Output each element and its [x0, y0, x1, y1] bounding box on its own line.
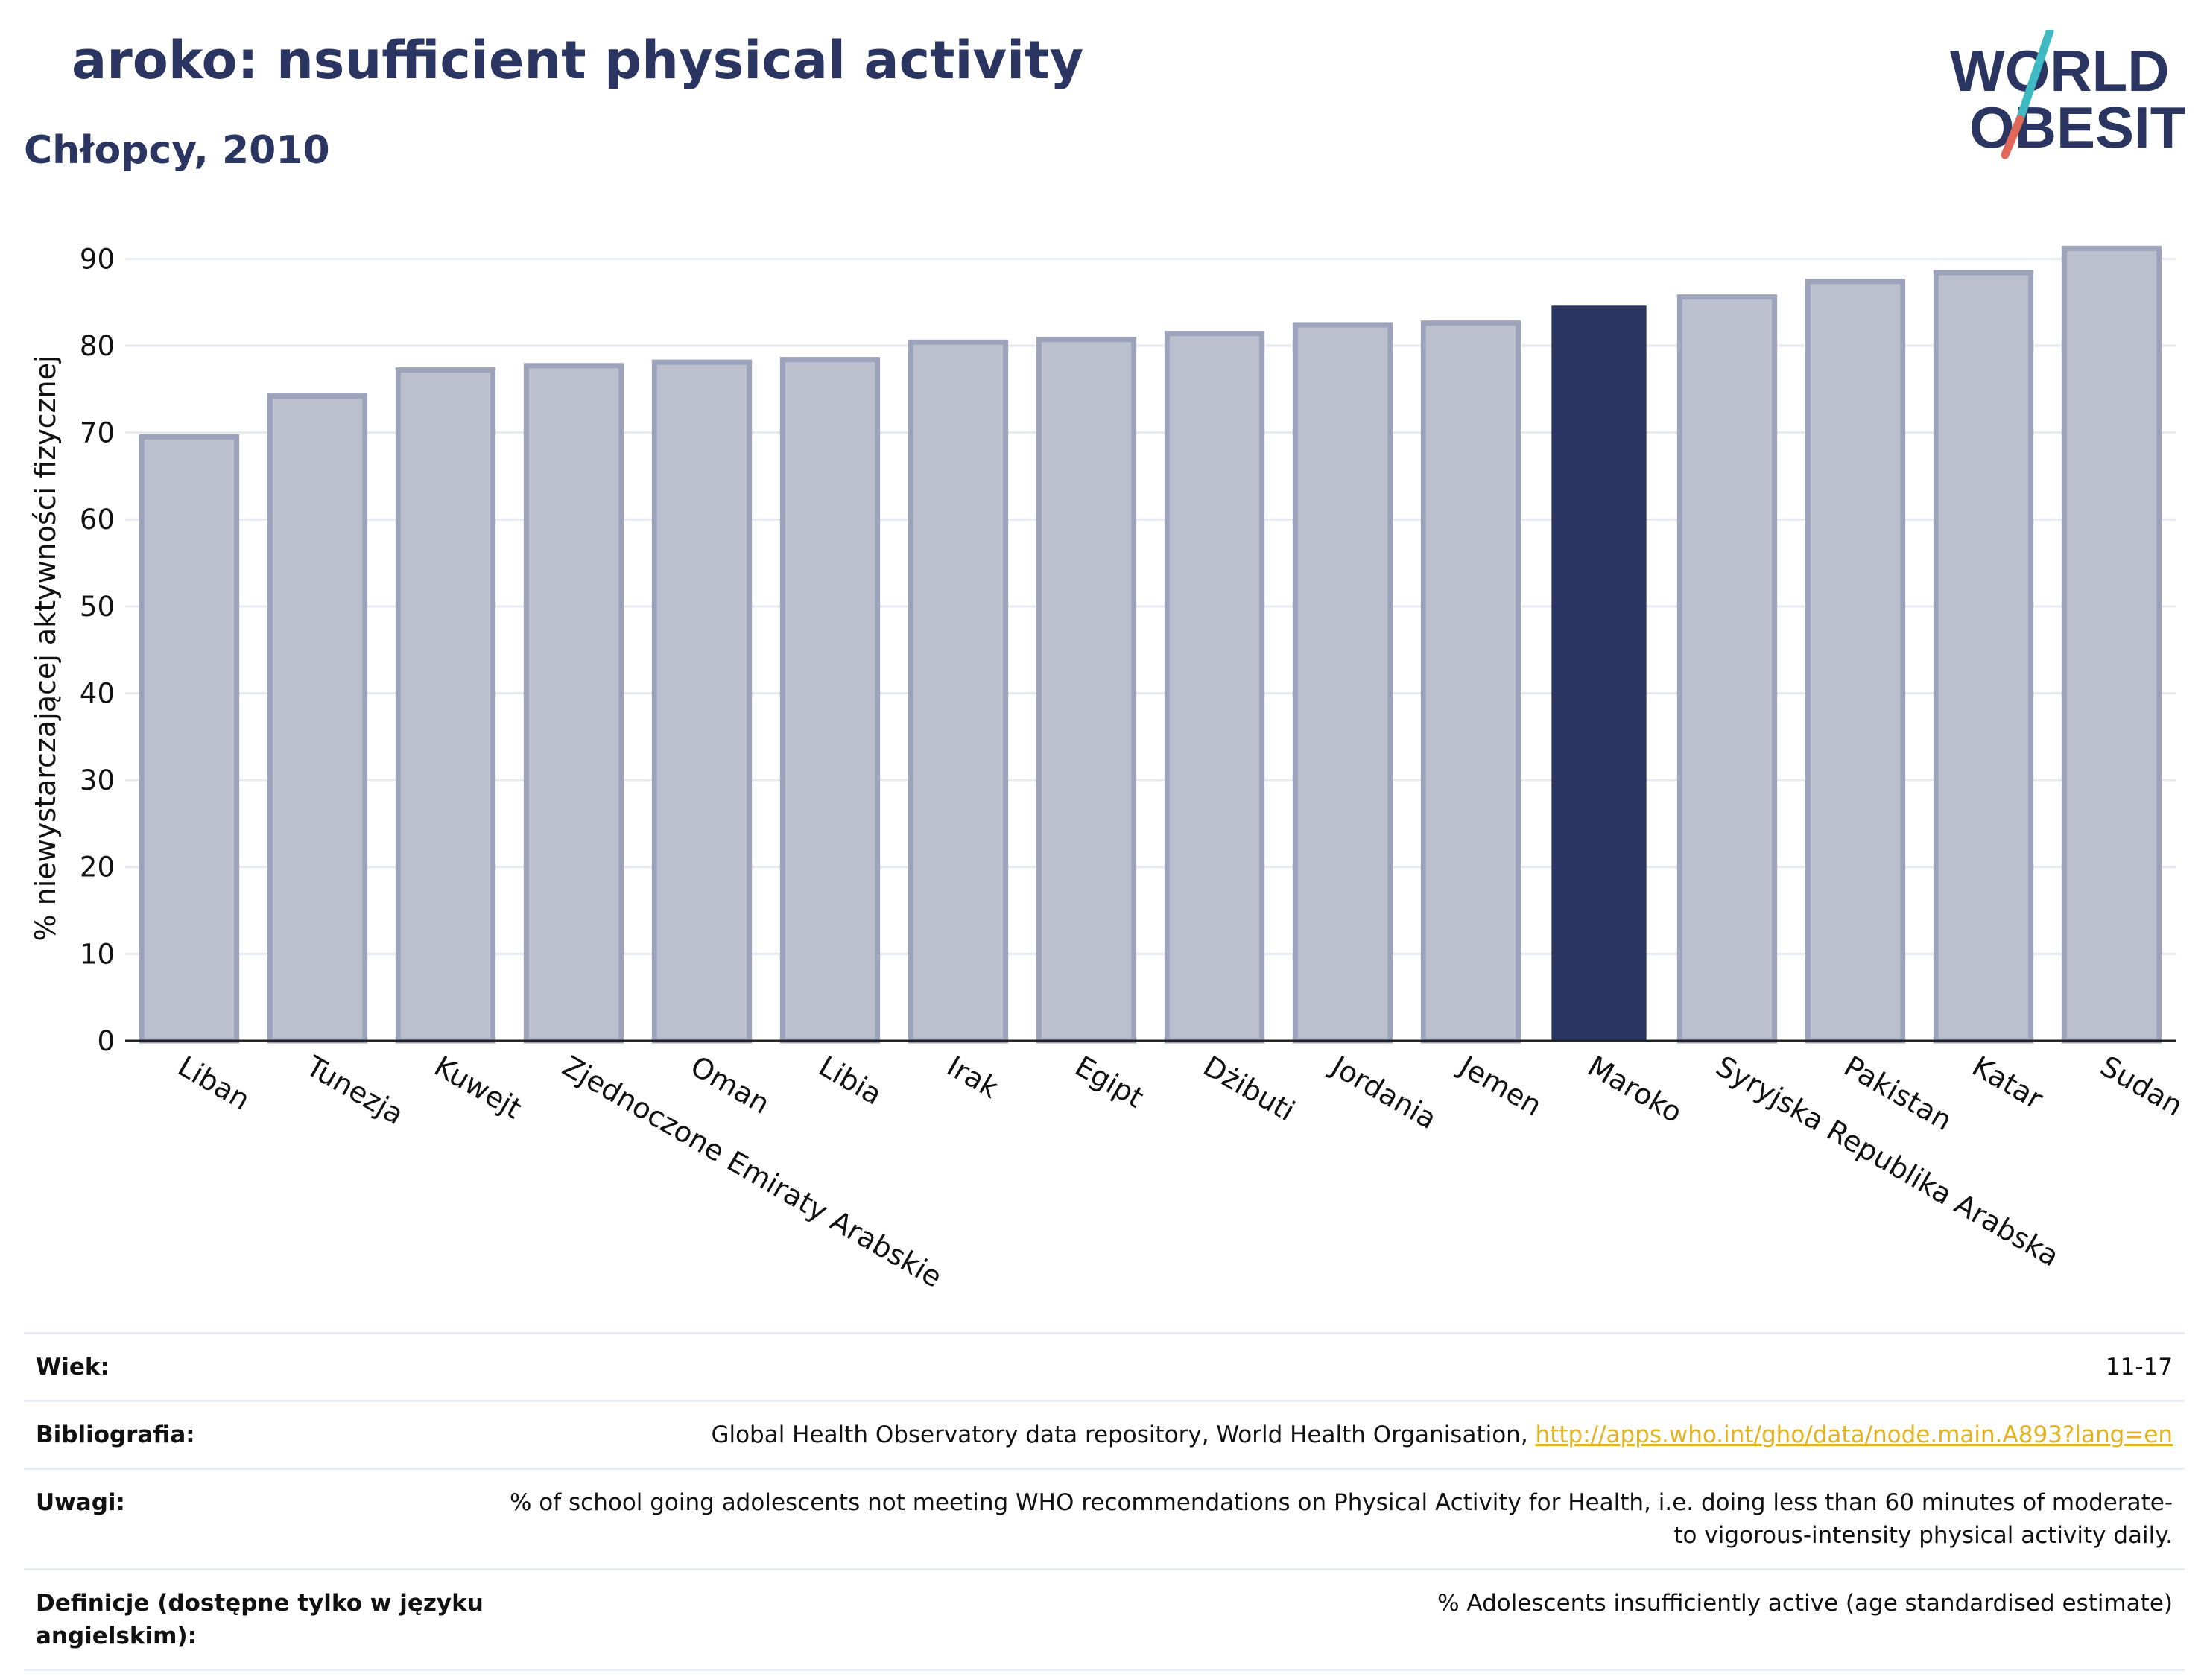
meta-value-age: 11-17 — [2105, 1354, 2173, 1381]
meta-row-bibliography: Bibliografia: Global Health Observatory … — [24, 1400, 2185, 1468]
bar — [1420, 320, 1521, 1044]
y-tick-label: 60 — [80, 504, 115, 536]
x-tick-label: Libia — [814, 1050, 888, 1112]
meta-label-age: Wiek: — [36, 1354, 110, 1381]
meta-row-definitions: Definicje (dostępne tylko w języku angie… — [24, 1568, 2185, 1671]
x-tick-label: Liban — [173, 1050, 256, 1117]
bibliography-link[interactable]: http://apps.who.int/gho/data/node.main.A… — [1535, 1421, 2173, 1448]
bar — [651, 359, 753, 1044]
metadata-table: Wiek: 11-17 Bibliografia: Global Health … — [24, 1332, 2185, 1671]
x-tick-label: Tunezja — [300, 1049, 410, 1131]
x-tick-label: Irak — [942, 1050, 1004, 1105]
y-axis-label: % niewystarczającej aktywności fizycznej — [29, 355, 62, 941]
chart-subtitle: Chłopcy, 2010 — [24, 128, 330, 173]
bar — [267, 393, 368, 1044]
x-tick-label: Dżibuti — [1198, 1050, 1301, 1128]
bar — [523, 363, 624, 1044]
bar — [1676, 294, 1778, 1044]
y-tick-label: 20 — [80, 852, 115, 884]
y-tick-label: 40 — [80, 677, 115, 709]
logo-slash-bottom — [2001, 115, 2024, 159]
meta-value-definitions: % Adolescents insufficiently active (age… — [1437, 1590, 2173, 1617]
bar-highlighted — [1551, 305, 1647, 1041]
x-tick-label: Maroko — [1583, 1050, 1688, 1129]
y-tick-label: 10 — [80, 938, 115, 970]
x-axis-ticks: Liban Tunezja Kuwejt Zjednoczone Emiraty Ar… — [173, 1049, 2189, 1294]
bar — [779, 357, 881, 1044]
x-tick-label: Katar — [1967, 1050, 2049, 1116]
meta-label-bibliography: Bibliografia: — [36, 1421, 195, 1448]
x-tick-label: Egipt — [1070, 1050, 1150, 1115]
y-tick-label: 70 — [80, 417, 115, 449]
meta-label-definitions: Definicje (dostępne tylko w języku angie… — [36, 1590, 484, 1649]
x-tick-label: Jordania — [1325, 1049, 1443, 1135]
y-axis-ticks: 0 10 20 30 40 50 60 70 80 90 — [80, 243, 115, 1057]
bar — [908, 339, 1009, 1044]
y-tick-label: 0 — [97, 1025, 115, 1057]
x-tick-label: Oman — [685, 1050, 776, 1120]
meta-row-age: Wiek: 11-17 — [24, 1332, 2185, 1400]
y-tick-label: 90 — [80, 243, 115, 275]
world-obesity-logo: WORLD OBESITY — [1950, 30, 2187, 160]
meta-value-notes: % of school going adolescents not meetin… — [509, 1489, 2173, 1549]
bar — [2061, 245, 2162, 1044]
bar — [395, 367, 496, 1044]
y-tick-label: 50 — [80, 591, 115, 623]
meta-value-bibliography: Global Health Observatory data repositor… — [498, 1419, 2173, 1451]
x-tick-label: Sudan — [2095, 1050, 2189, 1123]
bar — [1805, 279, 1906, 1044]
bar — [1164, 331, 1265, 1044]
bar — [1292, 322, 1393, 1044]
x-tick-label: Kuwejt — [429, 1050, 528, 1126]
meta-label-notes: Uwagi: — [36, 1489, 125, 1516]
chart-title: aroko: nsufficient physical activity — [72, 30, 1084, 91]
logo-slash-top — [2015, 30, 2054, 124]
bar — [1036, 337, 1137, 1044]
logo-word-world: WORLD — [1950, 38, 2170, 104]
y-tick-label: 30 — [80, 764, 115, 796]
bibliography-text: Global Health Observatory data repositor… — [711, 1421, 1536, 1448]
meta-row-notes: Uwagi: % of school going adolescents not… — [24, 1468, 2185, 1568]
bars — [139, 245, 2162, 1044]
bar — [139, 434, 240, 1044]
bar — [1933, 270, 2034, 1044]
y-tick-label: 80 — [80, 330, 115, 362]
x-tick-label: Jemen — [1453, 1049, 1548, 1123]
